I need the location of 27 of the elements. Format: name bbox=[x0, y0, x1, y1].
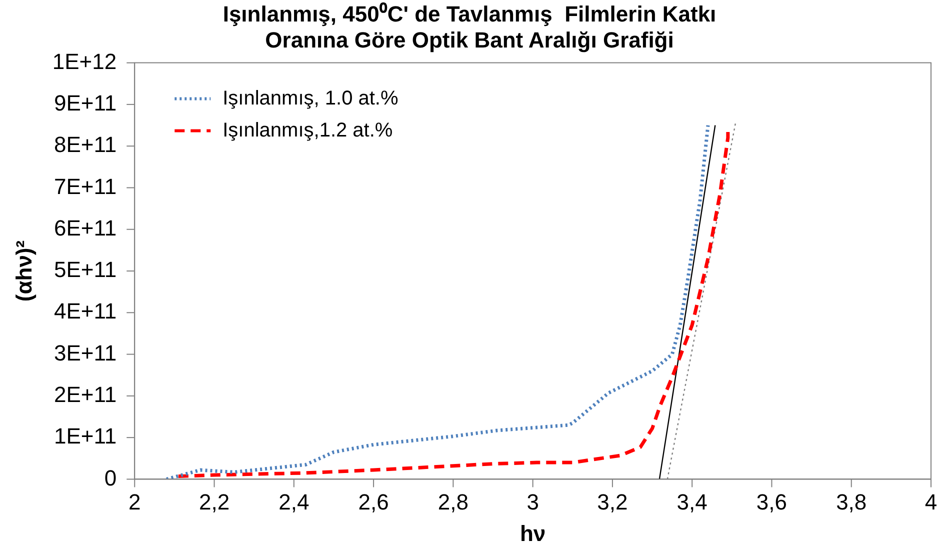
y-tick-label: 5E+11 bbox=[54, 257, 117, 282]
x-tick-label: 2,6 bbox=[358, 489, 389, 514]
x-tick-label: 3,6 bbox=[756, 489, 788, 514]
x-tick-label: 2,2 bbox=[198, 489, 230, 514]
legend-label: Işınlanmış, 1.0 at.% bbox=[222, 87, 398, 110]
x-tick-label: 3,2 bbox=[597, 489, 628, 514]
y-tick-label: 9E+11 bbox=[54, 90, 117, 116]
y-tick-label: 1E+12 bbox=[52, 48, 117, 74]
y-tick-label: 1E+11 bbox=[54, 424, 117, 449]
x-tick-label: 2,4 bbox=[278, 489, 310, 514]
y-axis-title: (αhν)² bbox=[11, 240, 36, 302]
y-tick-label: 8E+11 bbox=[54, 132, 117, 158]
x-tick-label: 3 bbox=[526, 489, 539, 514]
y-tick-label: 7E+11 bbox=[54, 174, 117, 199]
x-tick-label: 2 bbox=[128, 489, 141, 514]
x-tick-label: 3,4 bbox=[676, 489, 708, 514]
y-tick-label: 6E+11 bbox=[54, 215, 117, 240]
x-tick-label: 2,8 bbox=[438, 489, 468, 514]
y-tick-label: 2E+11 bbox=[54, 382, 117, 407]
x-tick-label: 3,8 bbox=[836, 489, 867, 514]
y-tick-label: 0 bbox=[104, 465, 117, 490]
y-tick-label: 4E+11 bbox=[54, 298, 117, 324]
x-tick-label: 4 bbox=[924, 489, 938, 514]
legend-label: Işınlanmış,1.2 at.% bbox=[222, 119, 393, 142]
y-tick-label: 3E+11 bbox=[54, 340, 117, 366]
x-axis-title: hν bbox=[520, 520, 546, 546]
chart-title: Işınlanmış, 450⁰C' de Tavlanmış Filmlerin Katkı Oranına Göre Optik Bant Aralığı Grafiği bbox=[222, 1, 716, 53]
